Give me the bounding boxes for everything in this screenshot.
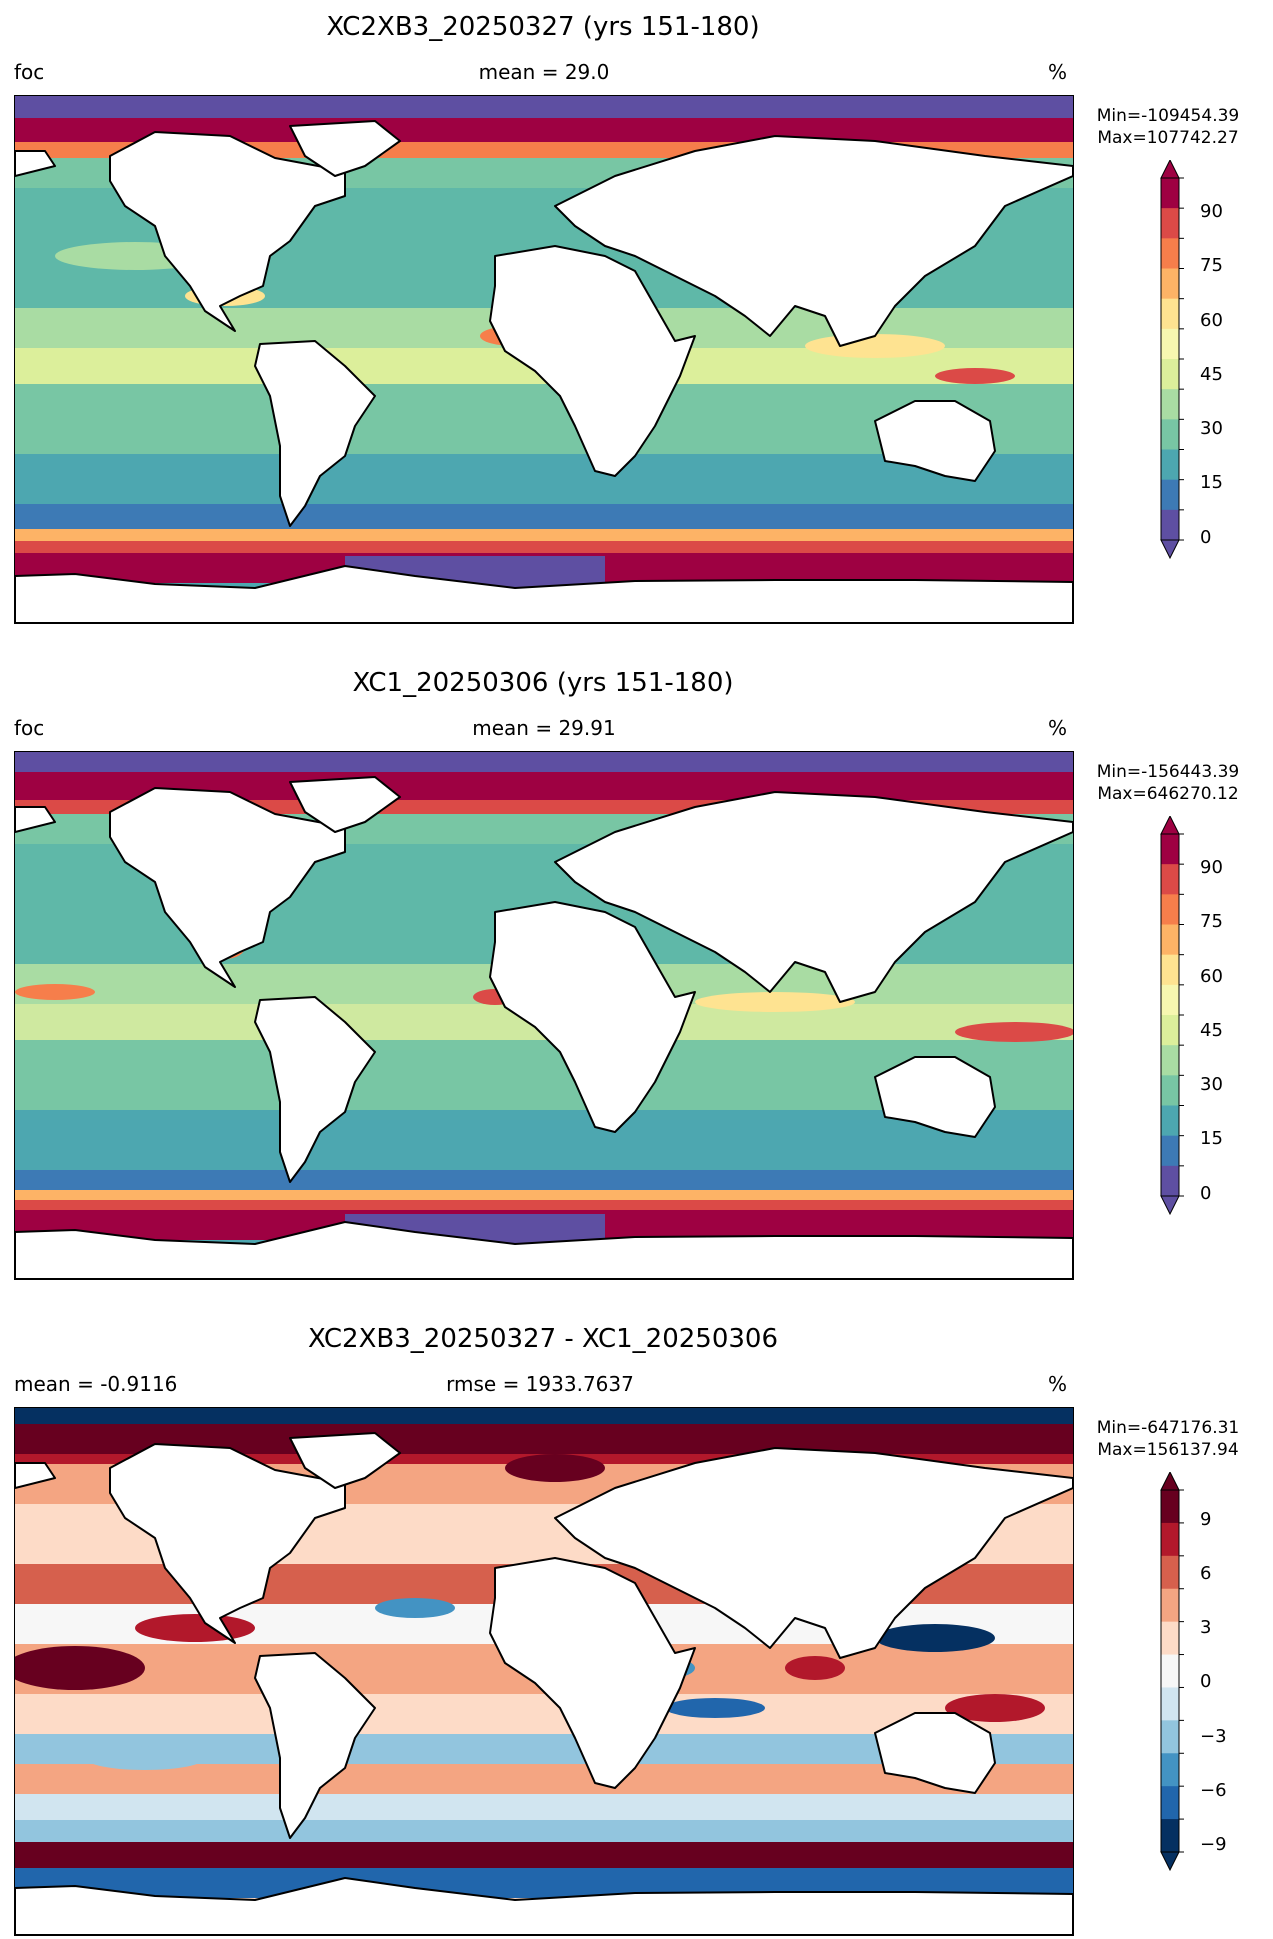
colorbar-segment (1161, 1135, 1179, 1167)
colorbar-segment (1161, 419, 1179, 451)
panel-1-min-text: Min=-109454.39 (1096, 106, 1240, 126)
panel-3-tick-minus-9: −9 (1200, 1834, 1227, 1855)
colorbar-segment (1161, 1621, 1179, 1656)
panel-3-max-text: Max=156137.94 (1097, 1440, 1239, 1460)
panel-3-mean-label: mean = -0.9116 (14, 1372, 178, 1396)
colorbar-segment (1161, 1165, 1179, 1197)
colorbar-segment (1161, 954, 1179, 986)
panel-3-units-label: % (1048, 1372, 1068, 1396)
panel-2-tick-60: 60 (1200, 966, 1223, 987)
panel-1-mean-label: mean = 29.0 (478, 60, 610, 84)
colorbar-segment (1161, 178, 1179, 209)
colorbar-segment (1161, 298, 1179, 330)
panel-2-tick-30: 30 (1200, 1074, 1223, 1095)
colorbar-segment (1161, 834, 1179, 865)
panel-3-title: XC2XB3_20250327 - XC1_20250306 (307, 1324, 778, 1354)
colorbar-segment (1161, 924, 1179, 956)
colorbar-segment (1161, 1654, 1179, 1689)
colorbar-segment (1161, 1786, 1179, 1820)
colorbar-segment (1161, 268, 1179, 300)
colorbar-segment (1161, 509, 1179, 541)
colorbar-segment (1161, 328, 1179, 360)
panel-2-tick-90: 90 (1200, 857, 1223, 878)
panel-2-mean-label: mean = 29.91 (472, 716, 616, 740)
colorbar-segment (1161, 1687, 1179, 1721)
panel-3-tick-0: 0 (1200, 1671, 1212, 1692)
panel-2-tick-75: 75 (1200, 911, 1223, 932)
panel-3-rmse-label: rmse = 1933.7637 (446, 1372, 634, 1396)
panel-1-max-text: Max=107742.27 (1097, 128, 1239, 148)
panel-2-tick-15: 15 (1200, 1128, 1223, 1149)
panel-1-units-label: % (1048, 60, 1068, 84)
colorbar-segment (1161, 1015, 1179, 1046)
panel-1-tick-30: 30 (1200, 418, 1223, 439)
colorbar-segment (1161, 238, 1179, 270)
panel-3-colorbar (1160, 1472, 1184, 1872)
panel-1-title: XC2XB3_20250327 (yrs 151-180) (326, 12, 760, 42)
panel-3-colorbar-segments (1161, 1489, 1184, 1853)
panel-1-tick-45: 45 (1200, 364, 1223, 385)
panel-1-tick-15: 15 (1200, 472, 1223, 493)
panel-2-variable-label: foc (14, 716, 45, 740)
colorbar-segment (1161, 984, 1179, 1016)
panel-2-units-label: % (1048, 716, 1068, 740)
panel-2-colorbar-segments (1161, 833, 1184, 1197)
colorbar-segment (1161, 1753, 1179, 1787)
panel-3-tick-3: 3 (1200, 1617, 1212, 1638)
panel-1-map (14, 95, 1074, 624)
panel-3-tick-minus-3: −3 (1200, 1726, 1227, 1747)
colorbar-segment (1161, 1588, 1179, 1623)
colorbar-segment (1161, 1720, 1179, 1754)
colorbar-segment (1161, 1490, 1179, 1524)
colorbar-segment (1161, 1045, 1179, 1076)
panel-3-min-text: Min=-647176.31 (1096, 1418, 1240, 1438)
panel-3-map (14, 1407, 1074, 1936)
colorbar-segment (1161, 1555, 1179, 1590)
panel-3-tick-6: 6 (1200, 1563, 1212, 1584)
panel-2-min-text: Min=-156443.39 (1096, 762, 1240, 782)
panel-2-map (14, 751, 1074, 1280)
panel-2-max-text: Max=646270.12 (1097, 784, 1239, 804)
colorbar-segment (1161, 389, 1179, 420)
panel-1-colorbar (1160, 160, 1184, 560)
panel-3-tick-9: 9 (1200, 1509, 1212, 1530)
panel-2-tick-0: 0 (1200, 1183, 1212, 1204)
colorbar-segment (1161, 864, 1179, 895)
colorbar-segment (1161, 1522, 1179, 1557)
panel-1-tick-60: 60 (1200, 310, 1223, 331)
colorbar-segment (1161, 894, 1179, 926)
colorbar-segment (1161, 359, 1179, 390)
colorbar-segment (1161, 449, 1179, 481)
panel-2-tick-45: 45 (1200, 1020, 1223, 1041)
colorbar-segment (1161, 1075, 1179, 1107)
panel-2-colorbar (1160, 816, 1184, 1216)
panel-1-tick-90: 90 (1200, 201, 1223, 222)
panel-1-variable-label: foc (14, 60, 45, 84)
colorbar-segment (1161, 208, 1179, 239)
colorbar-segment (1161, 479, 1179, 511)
colorbar-segment (1161, 1105, 1179, 1137)
panel-1-colorbar-segments (1161, 177, 1184, 541)
panel-1-tick-75: 75 (1200, 255, 1223, 276)
panel-2-title: XC1_20250306 (yrs 151-180) (352, 668, 734, 698)
panel-1-tick-0: 0 (1200, 527, 1212, 548)
panel-3-tick-minus-6: −6 (1200, 1780, 1227, 1801)
colorbar-segment (1161, 1819, 1179, 1853)
